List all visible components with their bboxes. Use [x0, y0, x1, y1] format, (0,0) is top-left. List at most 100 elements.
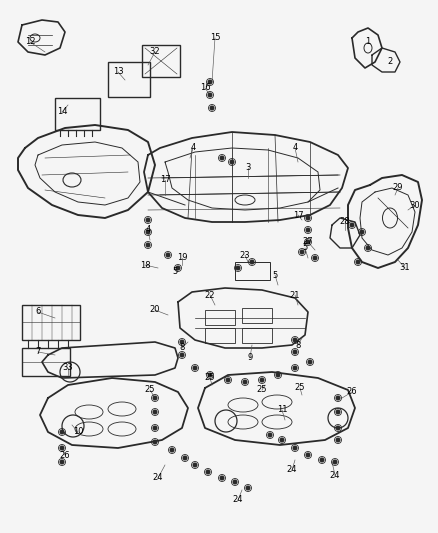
- Text: 11: 11: [277, 406, 287, 415]
- Text: 29: 29: [393, 183, 403, 192]
- Circle shape: [300, 250, 304, 254]
- Text: 27: 27: [303, 238, 313, 246]
- Text: 24: 24: [233, 496, 243, 505]
- Circle shape: [220, 156, 224, 160]
- Circle shape: [246, 486, 250, 490]
- Circle shape: [336, 410, 340, 414]
- Text: 30: 30: [410, 200, 420, 209]
- Text: 32: 32: [150, 47, 160, 56]
- Text: 12: 12: [25, 37, 35, 46]
- Circle shape: [210, 106, 214, 110]
- Circle shape: [208, 93, 212, 97]
- Circle shape: [146, 218, 150, 222]
- Text: 7: 7: [35, 348, 41, 357]
- Circle shape: [180, 340, 184, 344]
- Circle shape: [293, 350, 297, 354]
- Circle shape: [176, 266, 180, 270]
- Circle shape: [60, 446, 64, 450]
- Text: 16: 16: [200, 84, 210, 93]
- Text: 24: 24: [287, 465, 297, 474]
- Circle shape: [268, 433, 272, 437]
- Bar: [205, 310, 235, 325]
- Text: 10: 10: [73, 427, 83, 437]
- Circle shape: [260, 378, 264, 382]
- Bar: [242, 308, 272, 323]
- Circle shape: [313, 256, 317, 260]
- Text: 15: 15: [210, 34, 220, 43]
- Circle shape: [170, 448, 174, 452]
- Text: 8: 8: [295, 341, 301, 350]
- Text: 9: 9: [247, 353, 253, 362]
- Text: 4: 4: [145, 225, 151, 235]
- Text: 13: 13: [113, 68, 124, 77]
- Circle shape: [350, 223, 354, 227]
- Bar: [242, 328, 272, 343]
- Text: 14: 14: [57, 108, 67, 117]
- Text: 26: 26: [60, 450, 71, 459]
- Circle shape: [230, 160, 234, 164]
- Text: 20: 20: [150, 305, 160, 314]
- Circle shape: [183, 456, 187, 460]
- Text: 25: 25: [205, 374, 215, 383]
- Circle shape: [306, 453, 310, 457]
- Circle shape: [280, 438, 284, 442]
- Circle shape: [208, 80, 212, 84]
- Text: 24: 24: [153, 473, 163, 482]
- Text: 22: 22: [205, 290, 215, 300]
- Text: 25: 25: [145, 385, 155, 394]
- Text: 19: 19: [177, 254, 187, 262]
- Bar: [108, 62, 150, 97]
- Circle shape: [333, 460, 337, 464]
- Text: 21: 21: [290, 290, 300, 300]
- Circle shape: [360, 230, 364, 234]
- Text: 18: 18: [140, 261, 150, 270]
- Circle shape: [336, 438, 340, 442]
- Bar: [22, 348, 70, 376]
- Circle shape: [193, 366, 197, 370]
- Circle shape: [153, 410, 157, 414]
- Text: 25: 25: [295, 384, 305, 392]
- Circle shape: [193, 463, 197, 467]
- Circle shape: [276, 373, 280, 377]
- Circle shape: [293, 366, 297, 370]
- Text: 5: 5: [302, 244, 307, 253]
- Circle shape: [243, 380, 247, 384]
- Text: 23: 23: [240, 251, 250, 260]
- Text: 17: 17: [160, 175, 170, 184]
- Text: 28: 28: [340, 217, 350, 227]
- Bar: [55, 98, 100, 130]
- Circle shape: [366, 246, 370, 250]
- Circle shape: [220, 476, 224, 480]
- Circle shape: [60, 430, 64, 434]
- Text: 3: 3: [245, 164, 251, 173]
- Circle shape: [336, 396, 340, 400]
- Circle shape: [356, 260, 360, 264]
- Circle shape: [166, 253, 170, 257]
- Text: 33: 33: [63, 364, 74, 373]
- Circle shape: [336, 426, 340, 430]
- Circle shape: [306, 228, 310, 232]
- Circle shape: [306, 216, 310, 220]
- Circle shape: [60, 460, 64, 464]
- Bar: [205, 328, 235, 343]
- Circle shape: [293, 338, 297, 342]
- Circle shape: [153, 440, 157, 444]
- Circle shape: [146, 243, 150, 247]
- Circle shape: [308, 360, 312, 364]
- Circle shape: [236, 266, 240, 270]
- Text: 26: 26: [347, 387, 357, 397]
- Text: 2: 2: [387, 58, 392, 67]
- Bar: [235, 262, 270, 280]
- Circle shape: [293, 446, 297, 450]
- Text: 31: 31: [400, 263, 410, 272]
- Circle shape: [320, 458, 324, 462]
- Circle shape: [153, 426, 157, 430]
- Text: 6: 6: [35, 308, 41, 317]
- Bar: [142, 45, 180, 77]
- Text: 4: 4: [293, 143, 298, 152]
- Circle shape: [153, 396, 157, 400]
- Circle shape: [206, 470, 210, 474]
- Bar: [22, 305, 80, 340]
- Circle shape: [306, 240, 310, 244]
- Circle shape: [226, 378, 230, 382]
